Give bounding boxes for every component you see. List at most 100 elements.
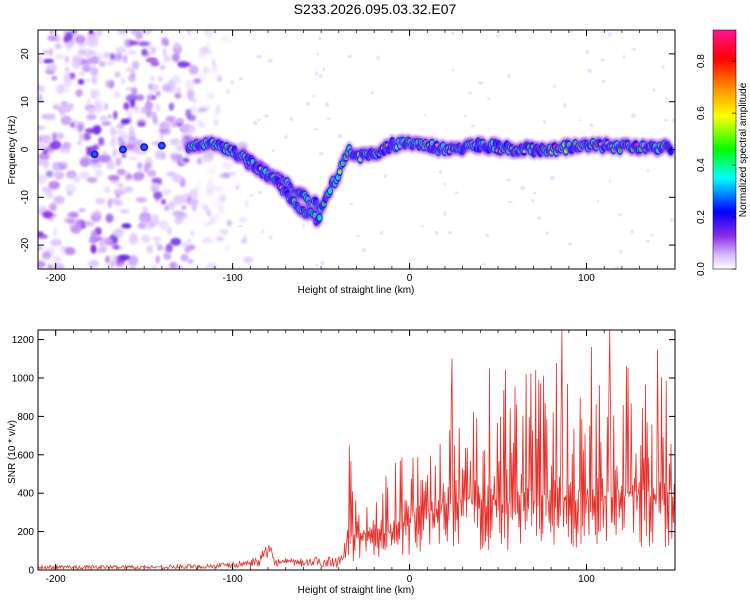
noise-speck <box>567 242 573 246</box>
noise-speck <box>326 117 332 120</box>
noise-blob <box>74 218 83 226</box>
noise-blob <box>108 114 113 119</box>
noise-speck <box>238 224 243 228</box>
noise-blob <box>179 160 187 166</box>
noise-blob <box>77 78 85 85</box>
noise-blob <box>52 132 58 141</box>
noise-blob <box>96 155 108 162</box>
noise-blob <box>155 255 161 264</box>
noise-blob <box>93 104 104 113</box>
noise-speck <box>302 223 305 228</box>
noise-blob <box>140 234 151 244</box>
noise-blob <box>170 237 182 246</box>
x-tick-label: 100 <box>578 574 595 585</box>
noise-speck <box>630 229 634 234</box>
noise-blob <box>117 182 124 189</box>
noise-blob <box>87 39 99 48</box>
noise-blob <box>221 161 233 170</box>
noise-blob <box>154 237 160 247</box>
x-tick-label: 100 <box>578 273 595 284</box>
noise-speck <box>622 54 626 60</box>
noise-blob <box>38 93 43 103</box>
noise-blob <box>83 221 95 227</box>
noise-blob <box>169 102 175 109</box>
noise-speck <box>485 233 489 238</box>
noise-blob <box>115 157 122 167</box>
noise-blob <box>56 84 66 94</box>
noise-blob <box>134 94 145 101</box>
x-tick-label: -200 <box>46 273 66 284</box>
noise-blob <box>64 56 70 64</box>
noise-blob <box>72 55 83 63</box>
noise-blob <box>150 75 155 82</box>
noise-blob <box>120 77 126 85</box>
noise-speck <box>315 263 319 267</box>
noise-blob <box>76 88 83 97</box>
y-tick-label: 600 <box>17 450 34 461</box>
noise-speck <box>230 80 235 85</box>
noise-blob <box>79 157 91 168</box>
noise-blob <box>95 197 106 205</box>
noise-blob <box>120 118 130 125</box>
noise-blob <box>119 209 130 214</box>
noise-blob <box>121 223 132 229</box>
noise-blob <box>69 120 81 130</box>
noise-speck <box>596 200 599 203</box>
noise-blob <box>244 199 249 208</box>
x-tick-label: -100 <box>223 273 243 284</box>
noise-blob <box>180 254 189 262</box>
figure-title: S233.2026.095.03.32.E07 <box>294 1 457 17</box>
noise-blob <box>102 150 108 155</box>
noise-blob <box>41 186 52 193</box>
noise-blob <box>145 58 158 63</box>
noise-blob <box>128 74 137 82</box>
spectrogram-image <box>38 30 675 269</box>
noise-blob <box>99 115 109 122</box>
noise-blob <box>151 177 162 184</box>
noise-blob <box>46 63 58 72</box>
y-tick-label: 1200 <box>12 335 35 346</box>
noise-speck <box>423 113 427 116</box>
noise-blob <box>219 173 231 179</box>
noise-blob <box>49 202 57 212</box>
noise-blob <box>166 242 173 253</box>
noise-blob <box>196 119 204 127</box>
noise-blob <box>63 73 71 80</box>
noise-blob <box>171 75 181 85</box>
noise-speck <box>671 118 675 124</box>
noise-blob <box>51 75 58 81</box>
noise-speck <box>617 212 622 217</box>
noise-blob <box>158 219 169 230</box>
noise-speck <box>379 231 384 236</box>
noise-speck <box>664 96 668 100</box>
noise-blob <box>79 71 86 76</box>
noise-blob <box>184 247 191 254</box>
noise-blob <box>86 177 98 183</box>
snr-plot-area <box>38 330 675 570</box>
noise-blob <box>87 107 95 114</box>
noise-blob <box>171 153 182 163</box>
noise-blob <box>171 121 178 128</box>
noise-blob <box>171 173 184 183</box>
noise-blob <box>161 188 172 196</box>
noise-speck <box>507 200 513 204</box>
noise-blob <box>42 150 48 155</box>
noise-blob <box>137 121 146 127</box>
noise-blob <box>41 114 47 119</box>
colorbar-tick-label: 0.2 <box>696 210 707 224</box>
noise-blob <box>89 235 98 244</box>
noise-blob <box>104 102 109 111</box>
noise-blob <box>176 87 182 94</box>
noise-blob <box>203 30 210 34</box>
noise-speck <box>619 249 623 254</box>
noise-speck <box>600 58 605 62</box>
noise-blob <box>150 111 157 120</box>
x-tick-label: -200 <box>46 574 66 585</box>
noise-blob <box>106 160 115 170</box>
noise-blob <box>163 252 172 260</box>
noise-blob <box>101 121 112 126</box>
noise-blob <box>38 245 44 251</box>
noise-speck <box>263 114 269 119</box>
noise-blob <box>159 151 167 160</box>
